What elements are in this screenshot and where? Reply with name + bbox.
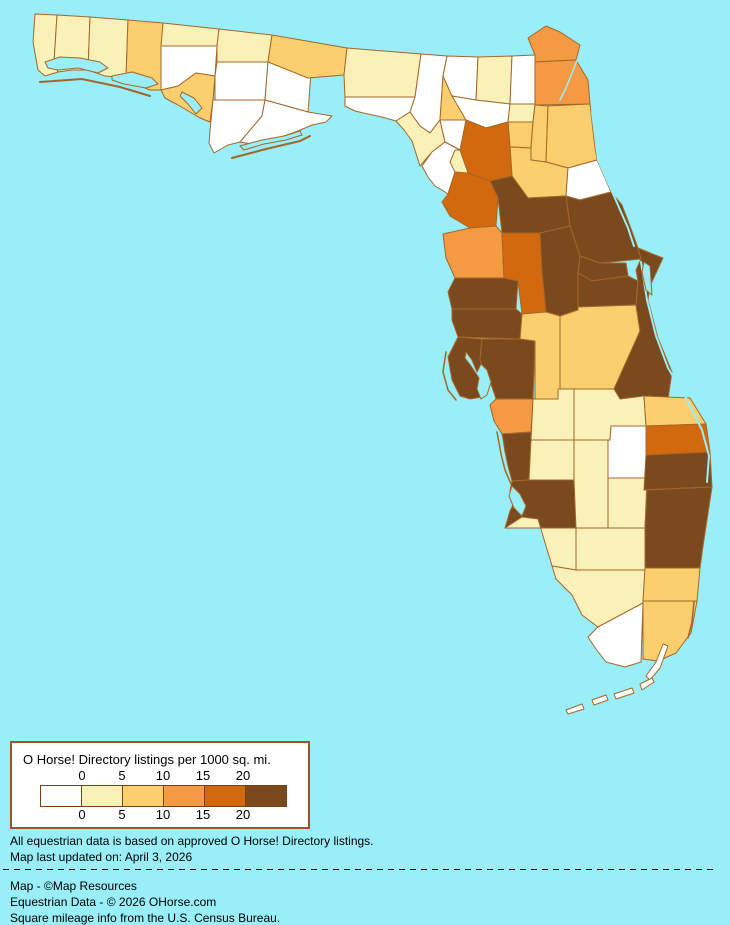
- bay-charlotte-harbor: [508, 485, 527, 517]
- legend-tick-bottom-4: 20: [235, 807, 251, 822]
- legend-tick-top-0: 0: [78, 768, 86, 783]
- note-last-updated: Map last updated on: April 3, 2026: [10, 850, 193, 864]
- barrier-pinellas-barrier: [442, 351, 457, 401]
- barrier-sarasota-keys: [496, 431, 512, 485]
- legend-box: O Horse! Directory listings per 1000 sq.…: [10, 741, 310, 829]
- legend-swatch-row: [40, 785, 287, 807]
- legend-swatch-0: [40, 785, 82, 807]
- county-levy[interactable]: [441, 171, 499, 229]
- legend-title: O Horse! Directory listings per 1000 sq.…: [23, 752, 271, 767]
- credit-map-resources: Map - ©Map Resources: [10, 879, 137, 893]
- legend-swatch-3: [163, 785, 205, 807]
- note-data-source: All equestrian data is based on approved…: [10, 834, 374, 848]
- credit-ohorse: Equestrian Data - © 2026 OHorse.com: [10, 895, 217, 909]
- county-baker[interactable]: [509, 54, 536, 105]
- county-calhoun[interactable]: [214, 61, 269, 101]
- bay-st-andrew-bay: [179, 91, 203, 115]
- legend-tick-top-2: 10: [155, 768, 171, 783]
- waterway-st-johns-river: [559, 47, 583, 101]
- county-nassau[interactable]: [527, 25, 581, 63]
- barrier-miami-beach-barrier: [687, 601, 695, 639]
- legend-tick-bottom-3: 15: [195, 807, 211, 822]
- county-glades[interactable]: [607, 477, 648, 529]
- credit-census: Square mileage info from the U.S. Census…: [10, 911, 281, 925]
- county-manatee[interactable]: [489, 398, 534, 435]
- county-hendry[interactable]: [575, 527, 646, 571]
- waterway-indian-river-lagoon: [640, 261, 711, 483]
- county-gadsden[interactable]: [267, 34, 348, 79]
- county-hernando[interactable]: [447, 277, 519, 310]
- county-key-west[interactable]: [565, 703, 585, 715]
- legend-tick-bottom-0: 0: [78, 807, 86, 822]
- barrier-st-george-island: [231, 135, 311, 159]
- legend-swatch-5: [245, 785, 287, 807]
- county-highlands[interactable]: [573, 439, 611, 529]
- barrier-panhandle-barrier-island: [39, 77, 151, 97]
- bay-banana-river: [641, 261, 653, 296]
- county-union[interactable]: [507, 103, 536, 123]
- county-st-johns[interactable]: [545, 103, 598, 169]
- legend-tick-top-1: 5: [118, 768, 126, 783]
- county-marathon-key[interactable]: [613, 687, 635, 700]
- legend-tick-bottom-2: 10: [155, 807, 171, 822]
- waterway-halifax-river: [591, 111, 635, 247]
- county-islamorada-key[interactable]: [639, 677, 655, 691]
- county-duval[interactable]: [534, 59, 591, 106]
- legend-tick-top-3: 15: [195, 768, 211, 783]
- county-jackson[interactable]: [216, 28, 273, 63]
- county-desoto[interactable]: [528, 439, 575, 481]
- county-martin[interactable]: [643, 451, 713, 491]
- county-okeechobee[interactable]: [607, 425, 648, 479]
- bay-apalachicola-bay: [239, 130, 303, 151]
- county-broward[interactable]: [642, 567, 701, 602]
- divider-dashed-line: [3, 869, 718, 870]
- county-citrus[interactable]: [442, 225, 505, 279]
- county-holmes[interactable]: [160, 22, 220, 47]
- county-clay[interactable]: [530, 104, 549, 163]
- county-columbia[interactable]: [475, 55, 513, 105]
- waterway-santa-rosa-sound: [41, 72, 149, 93]
- legend-swatch-1: [81, 785, 123, 807]
- county-bradford[interactable]: [507, 121, 534, 149]
- county-lake[interactable]: [539, 225, 581, 317]
- county-palm-beach[interactable]: [643, 486, 713, 569]
- legend-swatch-2: [122, 785, 164, 807]
- county-miami-dade[interactable]: [642, 600, 698, 662]
- county-big-pine-key[interactable]: [591, 694, 609, 706]
- bay-tampa-bay: [464, 351, 492, 400]
- legend-tick-bottom-1: 5: [118, 807, 126, 822]
- legend-swatch-4: [204, 785, 246, 807]
- bay-pensacola-bay: [44, 56, 109, 74]
- county-leon[interactable]: [343, 47, 422, 98]
- county-key-largo[interactable]: [645, 643, 669, 681]
- county-pasco[interactable]: [451, 308, 523, 340]
- legend-tick-top-4: 20: [235, 768, 251, 783]
- bay-choctawhatchee-bay: [111, 71, 159, 89]
